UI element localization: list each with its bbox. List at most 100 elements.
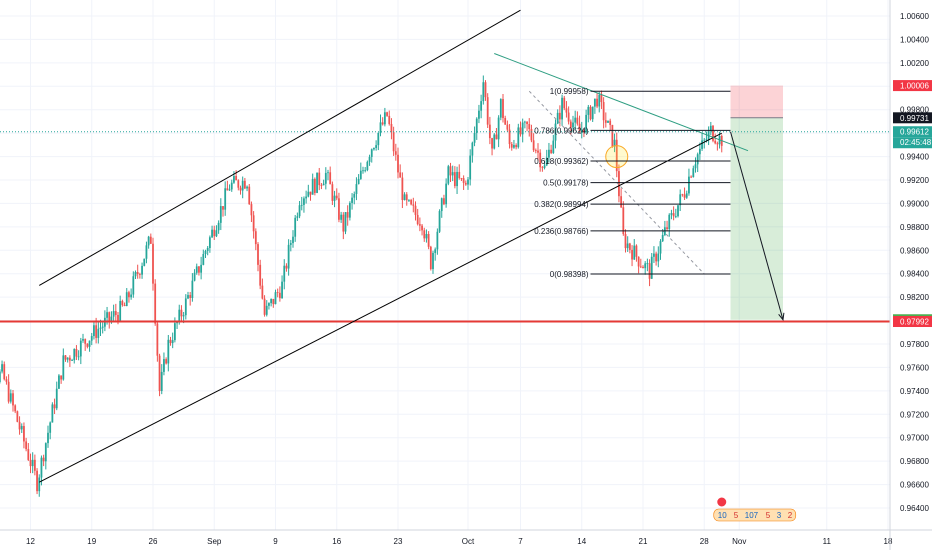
candle-body [414, 205, 417, 215]
candle-body [709, 125, 712, 131]
candle-body [534, 150, 537, 151]
candle-body [64, 355, 67, 360]
candle-body [478, 110, 480, 119]
candle-body [79, 340, 82, 357]
candle-body [585, 114, 588, 133]
candle-body [320, 185, 323, 186]
candle-body [5, 379, 8, 382]
forecast-arrow-head [778, 312, 785, 321]
candle-body [504, 118, 507, 125]
price-label-box [893, 112, 932, 124]
fib-level-label: 0.618(0.99362) [534, 157, 589, 166]
candle-body [58, 375, 60, 389]
candle-body [342, 214, 345, 232]
candle-body [668, 214, 671, 230]
candle-body [90, 336, 93, 341]
candle-body [160, 371, 163, 392]
candle-body [147, 236, 150, 246]
candle-body [121, 301, 124, 306]
candle-body [12, 393, 14, 406]
candle-body [604, 120, 607, 123]
candle-body [338, 198, 340, 220]
price-label-box [893, 126, 932, 138]
candle-body [138, 274, 141, 275]
candle-body [526, 121, 528, 125]
candle-body [55, 388, 58, 409]
candle-body [622, 207, 625, 235]
candle-body [235, 175, 238, 181]
price-label-text: 0.99612 [900, 128, 929, 137]
candle-body [690, 176, 693, 178]
candle-body [38, 477, 41, 492]
candle-body [226, 188, 229, 191]
candle-body [362, 170, 364, 172]
event-badge-text: 3 [777, 511, 782, 520]
candle-body [243, 180, 246, 189]
candle-body [40, 457, 43, 478]
candle-body [16, 411, 19, 422]
candle-body [451, 172, 454, 176]
candle-body [379, 122, 382, 133]
candle-body [563, 97, 566, 109]
candle-body [578, 123, 581, 133]
candle-body [23, 426, 25, 442]
candle-body [274, 292, 277, 305]
candle-body [401, 177, 404, 201]
candle-body [626, 243, 629, 249]
candle-body [75, 348, 78, 357]
candle-body [119, 301, 122, 321]
candle-body [222, 206, 224, 210]
candle-body [493, 134, 496, 149]
candle-body [187, 295, 189, 299]
candle-body [283, 265, 286, 282]
event-badge[interactable] [713, 508, 797, 522]
candle-body [416, 214, 419, 225]
candle-body [653, 253, 655, 257]
candle-body [499, 99, 502, 118]
candle-body [77, 356, 80, 358]
candle-body [239, 187, 242, 191]
countdown-text: 02:45:48 [900, 138, 932, 147]
candle-body [47, 432, 49, 444]
candle-body [136, 272, 139, 275]
candle-body [309, 191, 312, 195]
candle-body [429, 246, 432, 270]
candle-body [486, 97, 489, 125]
candle-body [513, 145, 515, 148]
candle-body [189, 295, 192, 299]
candle-body [257, 244, 259, 265]
candle-body [390, 123, 393, 133]
candle-body [561, 97, 563, 120]
candle-body [298, 205, 301, 217]
candle-body [49, 422, 52, 433]
candle-body [180, 309, 183, 317]
candle-body [353, 193, 356, 198]
candle-body [453, 172, 456, 187]
candle-body [351, 197, 353, 203]
candle-body [436, 231, 439, 250]
candle-body [165, 359, 168, 364]
candle-body [698, 148, 701, 155]
candle-body [316, 172, 318, 193]
candle-body [539, 152, 542, 168]
candle-body [252, 215, 255, 232]
candle-body [191, 280, 194, 299]
event-icon[interactable] [716, 496, 728, 508]
candle-body [633, 245, 636, 260]
candle-body [44, 443, 47, 462]
candle-body [716, 143, 719, 145]
x-tick-label: 14 [577, 537, 586, 546]
fib-level-label: 0.382(0.98994) [534, 200, 589, 209]
candle-body [36, 470, 38, 492]
candle-body [639, 266, 642, 268]
candle-body [233, 175, 235, 183]
candle-body [71, 360, 73, 361]
candle-body [208, 237, 211, 249]
candle-body [110, 316, 113, 321]
forecast-arrow-line [730, 131, 784, 320]
candle-body [322, 183, 325, 186]
candle-body [99, 327, 102, 329]
x-tick-label: 11 [823, 537, 832, 546]
candle-body [318, 172, 321, 186]
